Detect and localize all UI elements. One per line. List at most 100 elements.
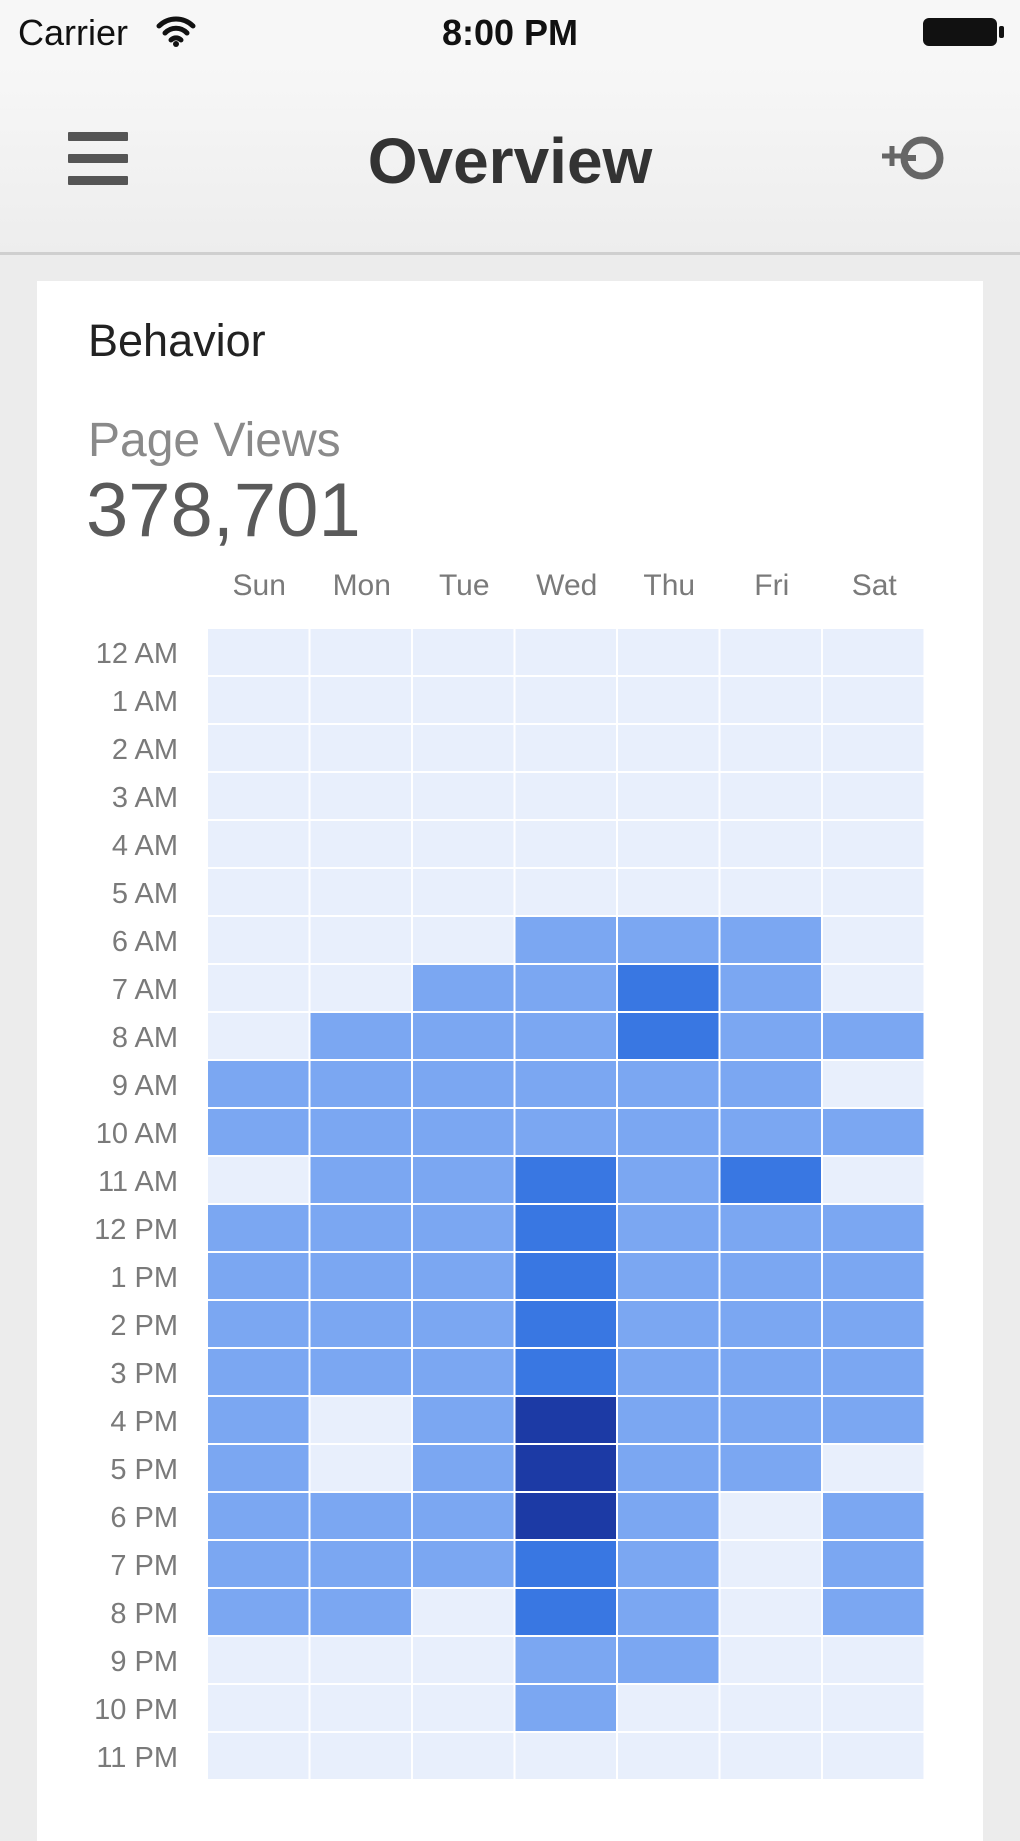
heatmap-cell xyxy=(515,629,616,675)
heatmap-cell xyxy=(413,869,514,915)
heatmap-cell xyxy=(823,1013,924,1059)
hour-label: 7 PM xyxy=(110,1550,178,1582)
heatmap-cell xyxy=(310,1109,411,1155)
heatmap-cell xyxy=(823,725,924,771)
heatmap-cell xyxy=(413,1205,514,1251)
heatmap-cell xyxy=(208,629,309,675)
heatmap-cell xyxy=(310,629,411,675)
heatmap-cell xyxy=(823,917,924,963)
heatmap-cell xyxy=(720,917,821,963)
heatmap-cell xyxy=(823,1157,924,1203)
heatmap-cell xyxy=(208,1301,309,1347)
heatmap-cell xyxy=(515,1637,616,1683)
heatmap-cell xyxy=(720,1397,821,1443)
heatmap-cell xyxy=(310,1493,411,1539)
heatmap-cell xyxy=(823,1589,924,1635)
heatmap-cell xyxy=(310,1541,411,1587)
heatmap-cell xyxy=(515,677,616,723)
heatmap-cell xyxy=(310,1637,411,1683)
heatmap-cell xyxy=(515,869,616,915)
heatmap-cell xyxy=(720,1637,821,1683)
heatmap-cell xyxy=(515,1301,616,1347)
heatmap-cell xyxy=(413,1349,514,1395)
hour-label: 11 PM xyxy=(96,1742,178,1774)
metric-value: 378,701 xyxy=(86,468,361,553)
heatmap-cell xyxy=(823,629,924,675)
menu-button[interactable] xyxy=(68,132,130,188)
hour-label: 3 PM xyxy=(110,1358,178,1390)
hour-label: 1 PM xyxy=(110,1262,178,1294)
heatmap-cell xyxy=(720,1013,821,1059)
heatmap-cell xyxy=(618,1733,719,1779)
add-segment-button[interactable] xyxy=(878,134,958,199)
hour-label: 4 PM xyxy=(110,1406,178,1438)
heatmap-cell xyxy=(618,1637,719,1683)
heatmap-cell xyxy=(515,1589,616,1635)
heatmap-cell xyxy=(618,821,719,867)
heatmap-cell xyxy=(310,1157,411,1203)
heatmap-cell xyxy=(310,1733,411,1779)
carrier-label: Carrier xyxy=(18,12,129,53)
page-title: Overview xyxy=(367,125,653,197)
heatmap-cell xyxy=(618,869,719,915)
heatmap-cell xyxy=(618,725,719,771)
heatmap-cell xyxy=(208,773,309,819)
heatmap-cell xyxy=(413,917,514,963)
hamburger-menu-icon xyxy=(68,132,128,141)
heatmap-cell xyxy=(720,1589,821,1635)
heatmap-cell xyxy=(208,821,309,867)
heatmap-cell xyxy=(515,1205,616,1251)
hour-label: 10 AM xyxy=(96,1118,178,1150)
heatmap-cell xyxy=(823,965,924,1011)
heatmap-cell xyxy=(618,629,719,675)
heatmap-cell xyxy=(413,821,514,867)
heatmap-cell xyxy=(208,965,309,1011)
heatmap-cell xyxy=(515,1349,616,1395)
heatmap-cell xyxy=(413,965,514,1011)
hour-label: 2 PM xyxy=(110,1310,178,1342)
hour-label: 9 PM xyxy=(110,1646,178,1678)
heatmap-cell xyxy=(515,1157,616,1203)
heatmap-cell xyxy=(618,1253,719,1299)
hour-label: 1 AM xyxy=(112,686,178,718)
heatmap-cell xyxy=(515,1541,616,1587)
hour-label: 12 AM xyxy=(96,638,178,670)
heatmap-cell xyxy=(515,725,616,771)
heatmap-cell xyxy=(823,677,924,723)
heatmap-cell xyxy=(413,1733,514,1779)
heatmap-cell xyxy=(208,1493,309,1539)
metric-label: Page Views xyxy=(88,414,341,467)
heatmap-cell xyxy=(823,1541,924,1587)
heatmap-cell xyxy=(618,1157,719,1203)
heatmap-cell xyxy=(618,1349,719,1395)
heatmap-cell xyxy=(515,1109,616,1155)
heatmap-cell xyxy=(720,725,821,771)
heatmap-cell xyxy=(618,1013,719,1059)
heatmap-cell xyxy=(618,1301,719,1347)
heatmap-cell xyxy=(823,1301,924,1347)
hour-label: 2 AM xyxy=(112,734,178,766)
heatmap-cell xyxy=(310,1013,411,1059)
heatmap-cell xyxy=(208,869,309,915)
heatmap-cell xyxy=(310,1397,411,1443)
heatmap-cell xyxy=(720,1157,821,1203)
heatmap-cell xyxy=(823,821,924,867)
heatmap-cell xyxy=(310,965,411,1011)
heatmap-cell xyxy=(208,1733,309,1779)
heatmap-cell xyxy=(413,1013,514,1059)
behavior-card: Behavior Page Views 378,701 Sun Mon Tue Wed… xyxy=(37,281,983,1841)
hour-label: 5 PM xyxy=(110,1454,178,1486)
heatmap-cell xyxy=(515,1061,616,1107)
heatmap-cell xyxy=(720,1061,821,1107)
heatmap-cell xyxy=(208,1205,309,1251)
heatmap-cell xyxy=(310,1349,411,1395)
heatmap-cell xyxy=(720,1541,821,1587)
heatmap-cell xyxy=(208,725,309,771)
heatmap-cell xyxy=(823,1205,924,1251)
heatmap-cell xyxy=(720,773,821,819)
heatmap-cell xyxy=(310,869,411,915)
heatmap-cell xyxy=(208,1253,309,1299)
heatmap-cell xyxy=(515,773,616,819)
heatmap-cell xyxy=(618,1205,719,1251)
heatmap-cell xyxy=(720,1205,821,1251)
